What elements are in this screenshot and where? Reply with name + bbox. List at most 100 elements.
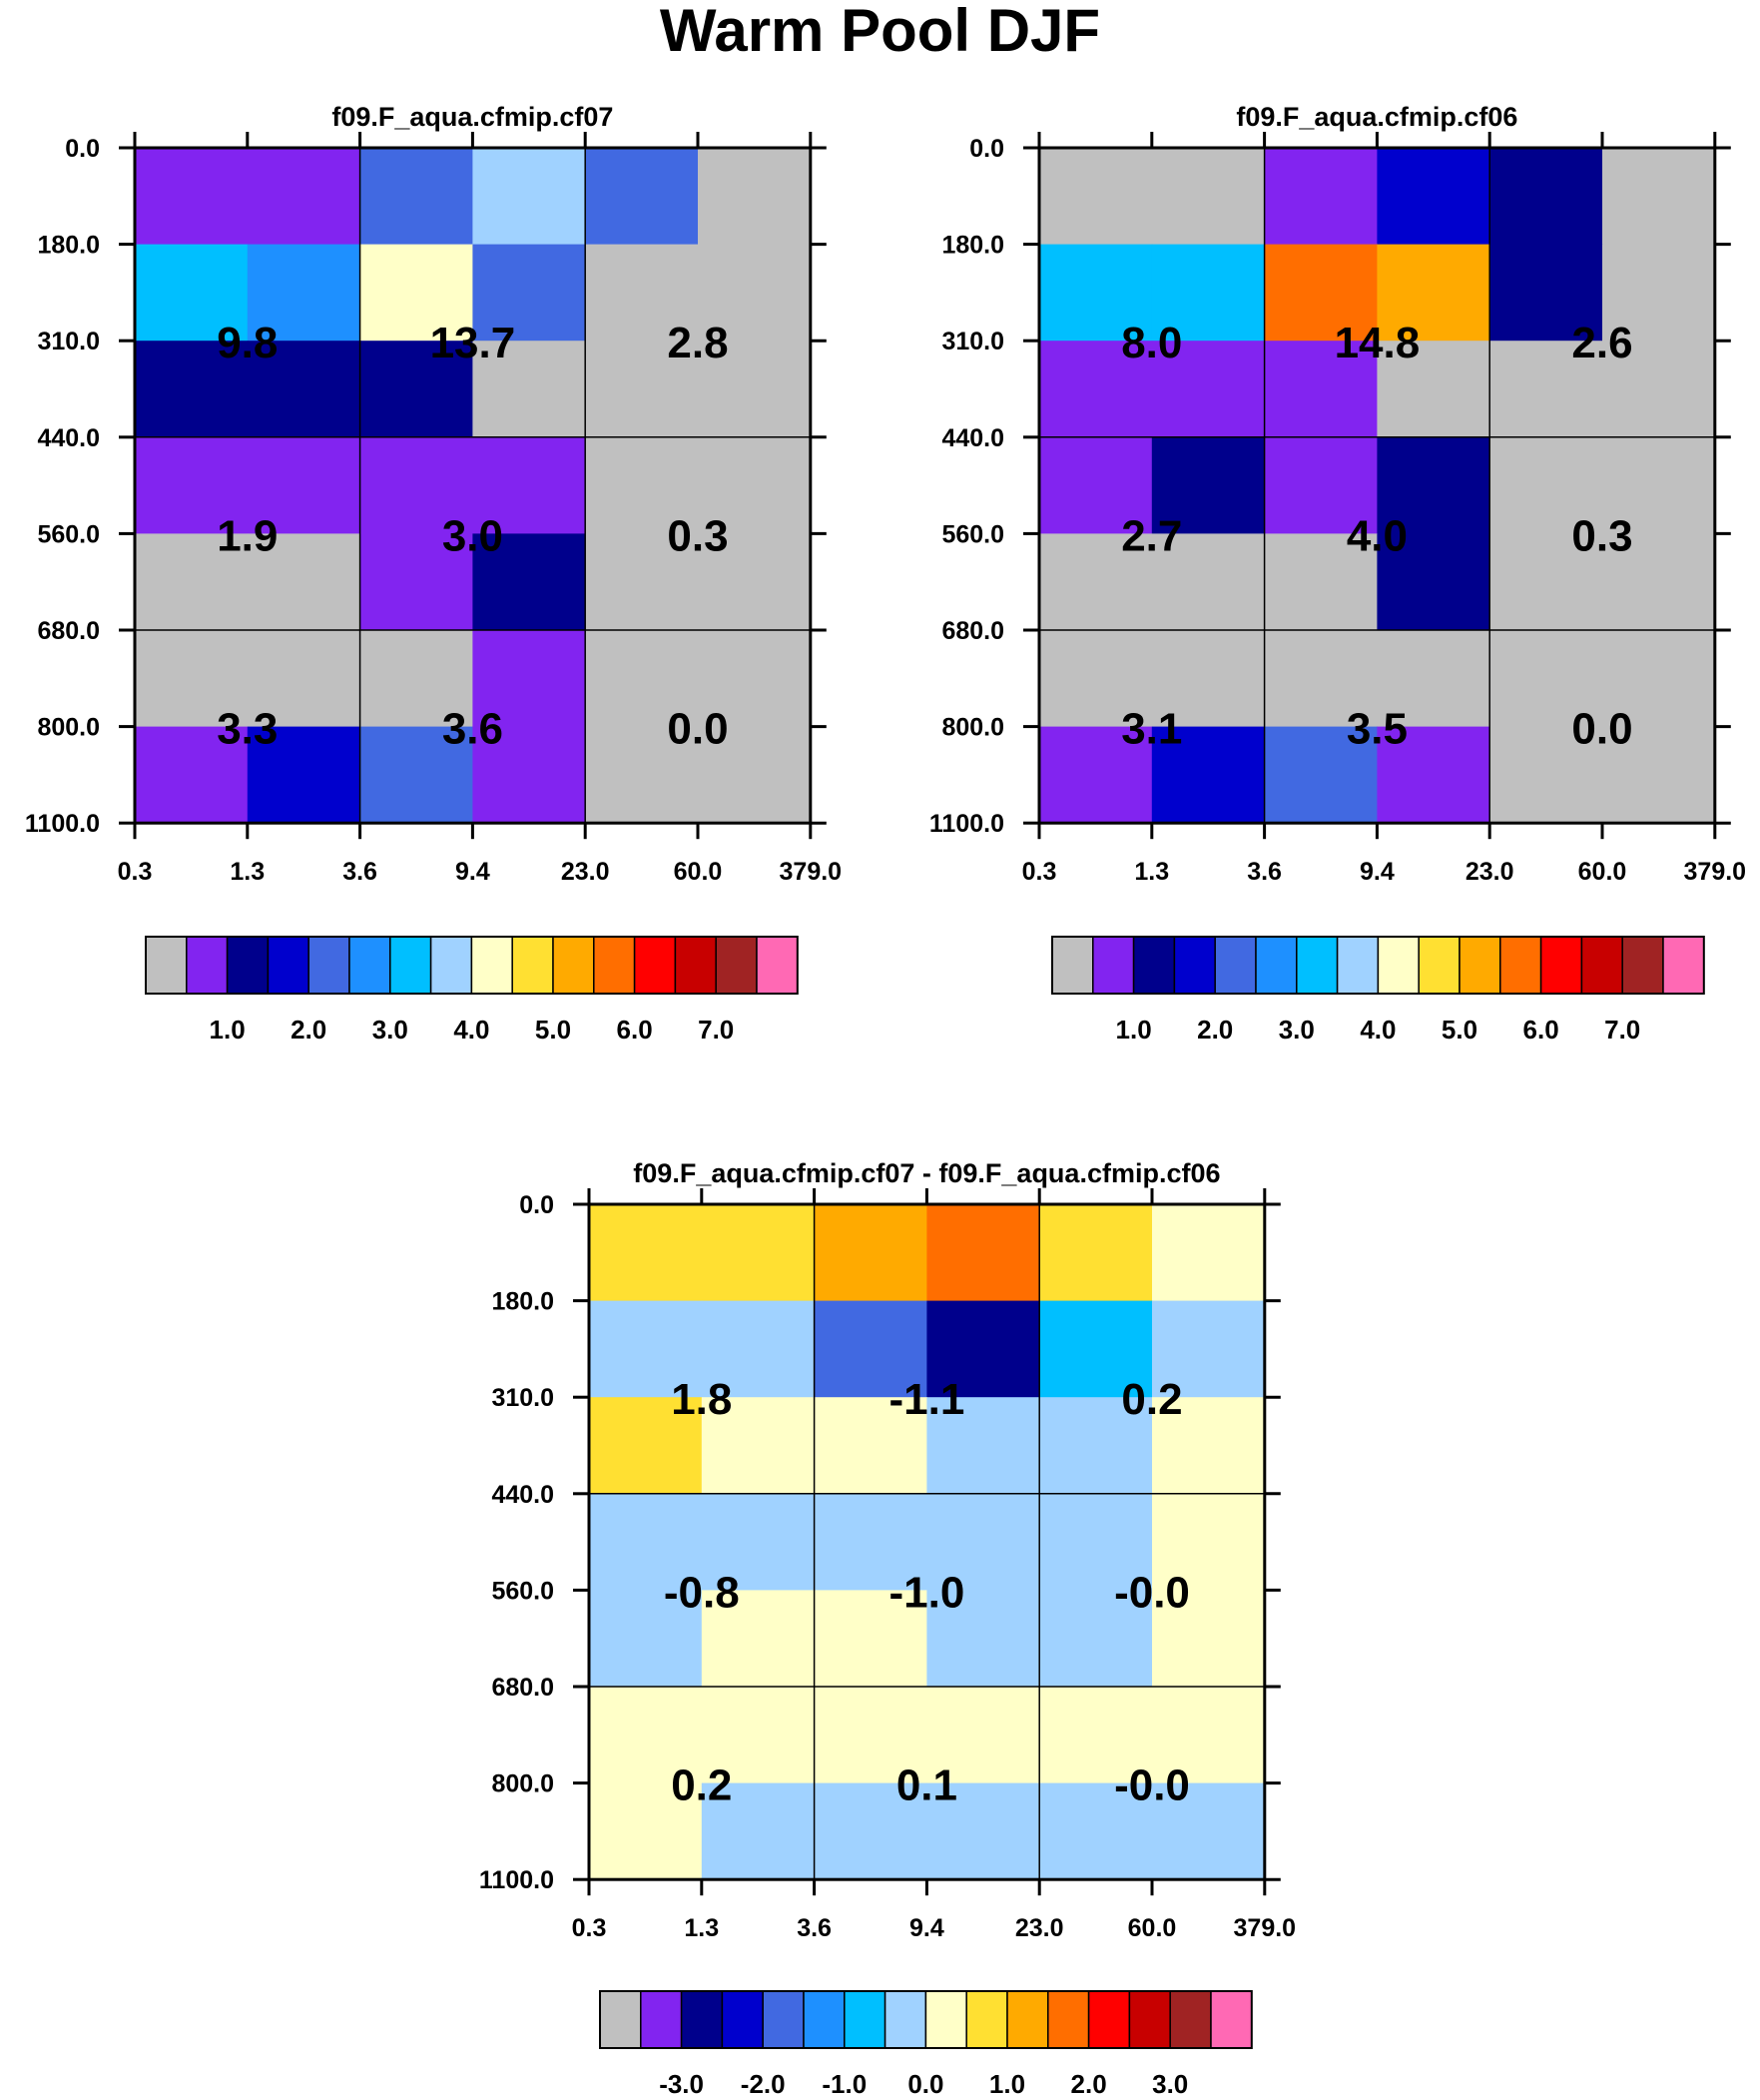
colorbar-swatch bbox=[1539, 936, 1583, 995]
heatmap-cell bbox=[926, 1782, 1040, 1880]
heatmap-cell bbox=[1039, 1397, 1153, 1495]
colorbar-label: -3.0 bbox=[659, 2069, 704, 2099]
heatmap-cell bbox=[1039, 341, 1153, 438]
heatmap-cell bbox=[1377, 630, 1490, 728]
heatmap-cell bbox=[1264, 148, 1378, 246]
heatmap-cell bbox=[1489, 148, 1603, 246]
cell-value-label: 0.2 bbox=[1121, 1375, 1182, 1424]
x-tick-label: 379.0 bbox=[1684, 858, 1747, 886]
cell-value-label: -1.1 bbox=[888, 1375, 964, 1424]
cell-value-label: -0.0 bbox=[1114, 1761, 1190, 1810]
heatmap-cell bbox=[1377, 244, 1490, 342]
heatmap-cell bbox=[247, 436, 361, 534]
y-tick-label: 0.0 bbox=[969, 135, 1004, 163]
colorbar-swatch bbox=[1173, 936, 1216, 995]
colorbar-swatch bbox=[511, 936, 554, 995]
heatmap-cell bbox=[1264, 533, 1378, 631]
x-tick-label: 379.0 bbox=[780, 858, 843, 886]
colorbar-swatch bbox=[924, 1990, 967, 2049]
colorbar-swatch bbox=[145, 936, 188, 995]
heatmap-cell bbox=[926, 1590, 1040, 1688]
panel-title: f09.F_aqua.cfmip.cf06 bbox=[1236, 102, 1517, 132]
colorbar-swatch bbox=[633, 936, 677, 995]
cell-value-label: 3.3 bbox=[217, 705, 278, 754]
y-tick-label: 680.0 bbox=[941, 617, 1004, 645]
y-tick-label: 800.0 bbox=[941, 714, 1004, 742]
heatmap-cell bbox=[814, 1590, 927, 1688]
heatmap-cell bbox=[472, 244, 586, 342]
colorbar-label: 4.0 bbox=[1360, 1015, 1396, 1045]
heatmap-cell bbox=[1152, 1782, 1266, 1880]
heatmap-cell bbox=[135, 533, 249, 631]
heatmap-cell bbox=[589, 1782, 703, 1880]
heatmap-cell bbox=[926, 1204, 1040, 1302]
colorbar-swatch bbox=[226, 936, 270, 995]
cell-value-label: 2.7 bbox=[1121, 511, 1182, 560]
y-tick-label: 180.0 bbox=[941, 232, 1004, 260]
heatmap-cell bbox=[1264, 630, 1378, 728]
colorbar-swatch bbox=[762, 1990, 805, 2049]
colorbar-swatch bbox=[715, 936, 758, 995]
heatmap-cell bbox=[472, 436, 586, 534]
heatmap-cell bbox=[589, 1204, 703, 1302]
heatmap-cell bbox=[701, 1687, 816, 1784]
x-tick-label: 3.6 bbox=[342, 858, 377, 886]
colorbar-swatch bbox=[307, 936, 350, 995]
heatmap-cell bbox=[1602, 341, 1716, 438]
x-tick-label: 379.0 bbox=[1234, 1914, 1297, 1942]
heatmap-cell bbox=[1489, 436, 1603, 534]
cell-value-label: 3.0 bbox=[442, 511, 503, 560]
colorbar-label: 1.0 bbox=[210, 1015, 246, 1045]
heatmap-cell bbox=[585, 726, 699, 824]
heatmap-cell bbox=[1039, 1300, 1153, 1398]
colorbar-label: -1.0 bbox=[822, 2069, 867, 2099]
heatmap-cell bbox=[1489, 244, 1603, 342]
colorbar-swatch bbox=[429, 936, 473, 995]
colorbar-swatch bbox=[965, 1990, 1008, 2049]
colorbar-label: -2.0 bbox=[741, 2069, 786, 2099]
colorbar-swatch bbox=[1092, 936, 1135, 995]
colorbar-swatch bbox=[721, 1990, 764, 2049]
colorbar-label: 3.0 bbox=[1152, 2069, 1188, 2099]
colorbar-frame bbox=[145, 936, 799, 995]
heatmap-cell bbox=[135, 630, 249, 728]
y-tick-label: 1100.0 bbox=[929, 810, 1004, 838]
cell-value-label: -0.8 bbox=[664, 1568, 740, 1617]
heatmap-cell bbox=[701, 1493, 816, 1591]
heatmap-cell bbox=[247, 726, 361, 824]
y-tick-label: 310.0 bbox=[941, 328, 1004, 355]
colorbar-swatch bbox=[267, 936, 309, 995]
colorbar-label: 5.0 bbox=[535, 1015, 571, 1045]
cell-value-label: 9.8 bbox=[217, 319, 278, 367]
heatmap-cell bbox=[585, 244, 699, 342]
cell-value-label: 1.8 bbox=[671, 1375, 732, 1424]
cell-value-label: 3.6 bbox=[442, 705, 503, 754]
heatmap-cell bbox=[814, 1493, 927, 1591]
colorbar: 1.0 2.0 3.0 4.0 5.0 6.0 7.0 bbox=[145, 936, 799, 1045]
y-tick-label: 560.0 bbox=[941, 520, 1004, 548]
heatmap-cell bbox=[1489, 341, 1603, 438]
x-tick-label: 23.0 bbox=[561, 858, 610, 886]
heatmap-cell bbox=[698, 341, 812, 438]
y-tick-label: 440.0 bbox=[941, 424, 1004, 452]
heatmap-cell bbox=[1152, 1590, 1266, 1688]
x-tick-label: 60.0 bbox=[674, 858, 723, 886]
heatmap-cell bbox=[589, 1300, 703, 1398]
colorbar-swatch bbox=[1051, 936, 1094, 995]
heatmap-panel-1: f09.F_aqua.cfmip.cf07 0.0 180.0 310.0 440.0 5… bbox=[25, 102, 842, 886]
cell-value-label: 4.0 bbox=[1347, 511, 1408, 560]
heatmap-cell bbox=[472, 533, 586, 631]
colorbar-swatch bbox=[1296, 936, 1339, 995]
x-tick-label: 9.4 bbox=[1360, 858, 1395, 886]
x-tick-label: 3.6 bbox=[1247, 858, 1282, 886]
heatmap-cell bbox=[701, 1397, 816, 1495]
colorbar-label: 3.0 bbox=[372, 1015, 408, 1045]
y-tick-label: 680.0 bbox=[491, 1674, 554, 1702]
cell-value-label: 0.3 bbox=[667, 511, 728, 560]
heatmap-cell bbox=[1152, 1204, 1266, 1302]
colorbar: 1.0 2.0 3.0 4.0 5.0 6.0 7.0 bbox=[1051, 936, 1705, 1045]
cell-value-label: 0.3 bbox=[1571, 511, 1632, 560]
y-tick-label: 0.0 bbox=[519, 1191, 554, 1219]
colorbar-frame bbox=[599, 1990, 1253, 2049]
heatmap-cell bbox=[359, 726, 473, 824]
